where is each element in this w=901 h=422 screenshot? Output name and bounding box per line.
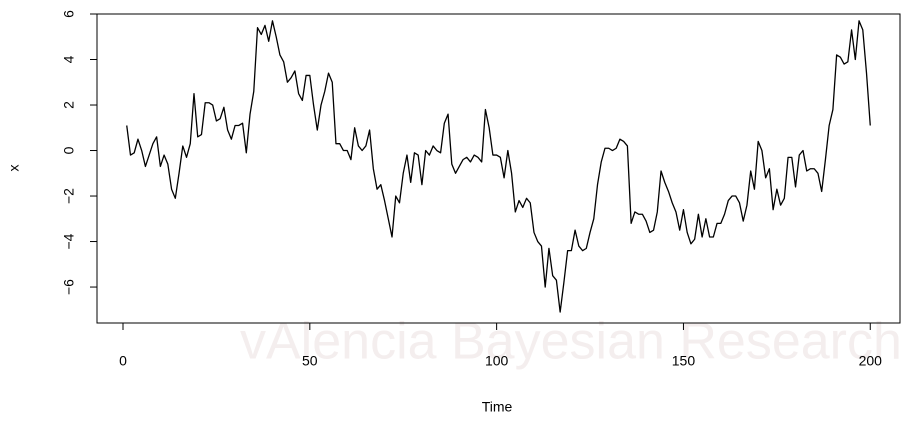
- x-tick-label: 100: [485, 353, 509, 369]
- y-tick-label: −6: [61, 279, 77, 295]
- x-tick-label: 200: [859, 353, 883, 369]
- y-tick-label: 2: [61, 101, 77, 109]
- y-tick-label: 0: [61, 146, 77, 154]
- y-tick-label: 4: [61, 55, 77, 63]
- x-tick-label: 50: [302, 353, 318, 369]
- x-tick-label: 0: [119, 353, 127, 369]
- y-tick-label: −4: [61, 233, 77, 249]
- x-tick-label: 150: [672, 353, 696, 369]
- y-tick-label: −2: [61, 188, 77, 204]
- plot-frame: [96, 13, 901, 324]
- watermark: vAlencia Bayesian Research group: [240, 313, 901, 371]
- y-axis-label: x: [6, 165, 22, 172]
- y-tick-label: 6: [61, 10, 77, 18]
- x-axis-label: Time: [482, 399, 513, 415]
- series-line: [126, 20, 871, 313]
